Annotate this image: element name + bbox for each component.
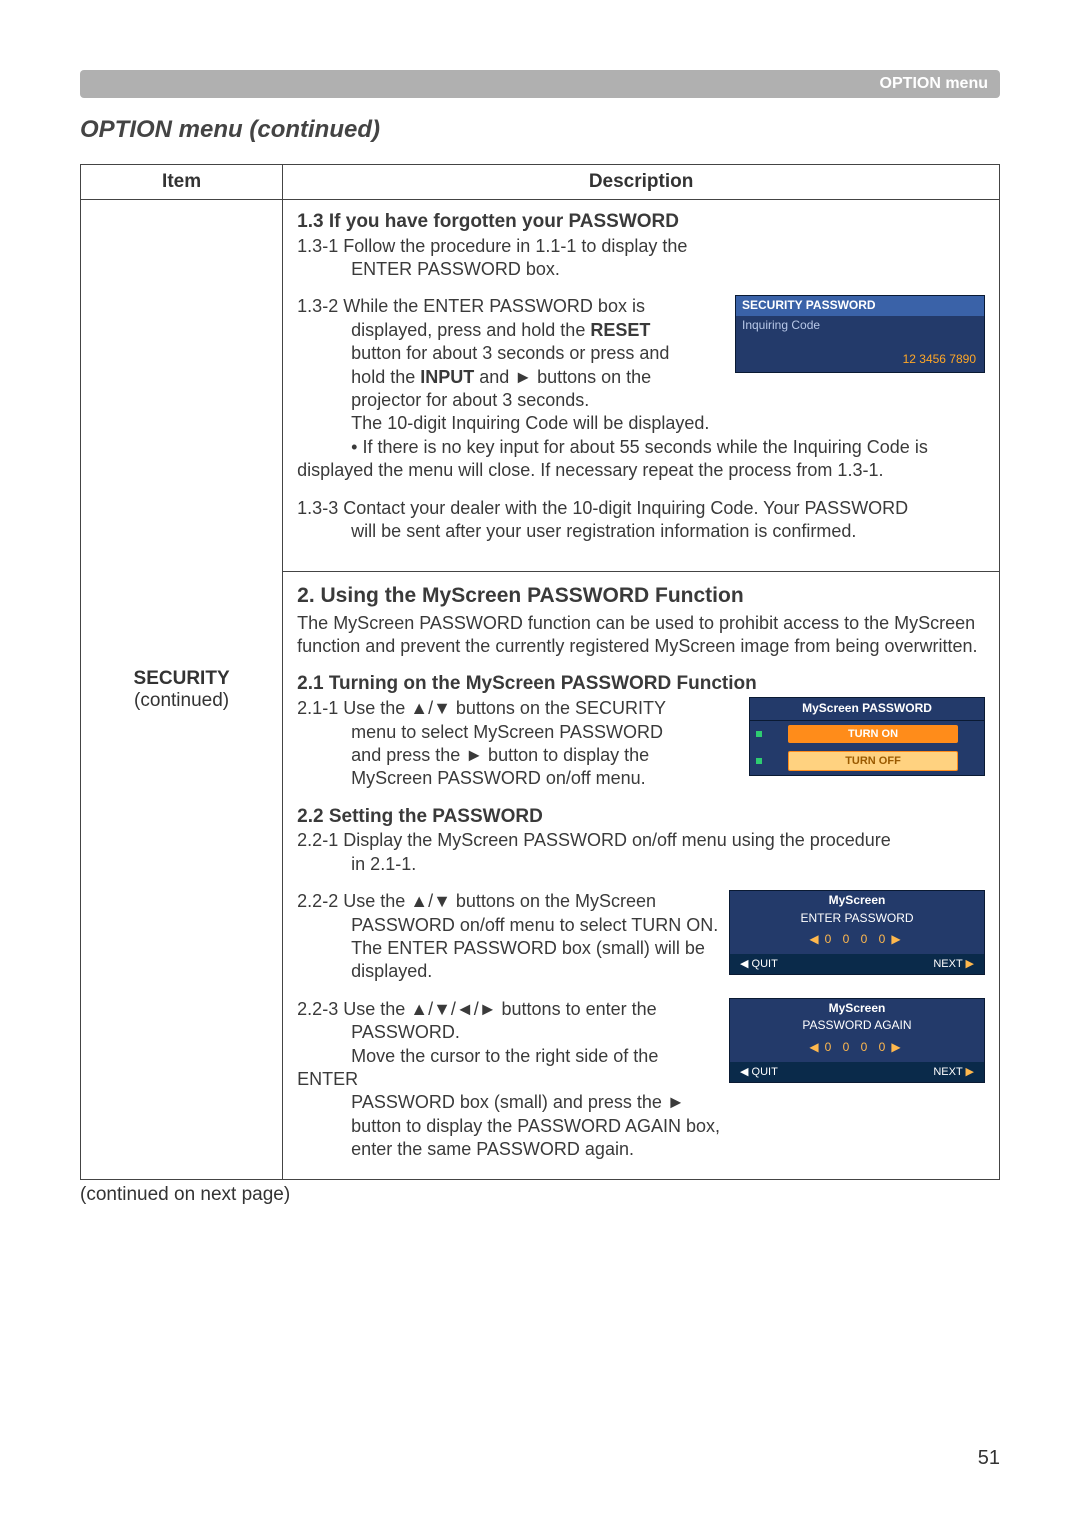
next-label: NEXT (933, 957, 974, 971)
ui-l1: MyScreen (730, 891, 984, 911)
ui-body: 12 3456 7890 (736, 336, 984, 372)
ui-digits: ◀0 0 0 0▶ (730, 930, 984, 954)
ui-l2: ENTER PASSWORD (730, 911, 984, 931)
num: 2.2-3 (297, 999, 338, 1019)
num: 1.3-1 (297, 236, 338, 256)
ui-footer: QUIT NEXT (730, 954, 984, 974)
ui-l1: MyScreen (730, 999, 984, 1019)
num: 2.2-2 (297, 891, 338, 911)
section-title: OPTION menu (continued) (80, 116, 1000, 144)
text: Move the cursor to the right side of the… (297, 1046, 658, 1089)
continued-note: (continued on next page) (80, 1184, 1000, 1206)
turn-on-option: TURN ON (788, 725, 958, 743)
text: Use the ▲/▼ buttons on the MyScreen (343, 891, 656, 911)
s13-p3: 1.3-3 Contact your dealer with the 10-di… (297, 497, 985, 544)
ui-title: MyScreen PASSWORD (750, 698, 984, 721)
manual-page: OPTION menu OPTION menu (continued) Item… (0, 0, 1080, 1526)
s22-title: 2.2 Setting the PASSWORD (297, 805, 985, 830)
desc-cell-2: 2. Using the MyScreen PASSWORD Function … (283, 572, 1000, 1180)
ui-inquiring-code: 12 3456 7890 (903, 352, 976, 368)
s2-intro: The MyScreen PASSWORD function can be us… (297, 612, 985, 659)
ui-row-off: TURN OFF (750, 747, 984, 775)
text: While the ENTER PASSWORD box is (343, 296, 645, 316)
ui-enter-password-box: MyScreen ENTER PASSWORD ◀0 0 0 0▶ QUIT NE… (729, 890, 985, 975)
text: PASSWORD box (small) and press the ► (297, 1092, 685, 1112)
ui-footer: QUIT NEXT (730, 1062, 984, 1082)
desc-cell-1: 1.3 If you have forgotten your PASSWORD … (283, 200, 1000, 572)
page-number: 51 (978, 1447, 1000, 1470)
text: button to display the PASSWORD AGAIN box… (297, 1116, 720, 1136)
s22-p1: 2.2-1 Display the MyScreen PASSWORD on/o… (297, 829, 985, 876)
right-tri-icon: ▶ (889, 1040, 906, 1054)
text: button for about 3 seconds or press and (297, 343, 669, 363)
ui-row-on: TURN ON (750, 721, 984, 747)
text: PASSWORD. (297, 1022, 460, 1042)
text: The 10-digit Inquiring Code will be disp… (297, 413, 709, 433)
text: ENTER PASSWORD box. (297, 259, 560, 279)
text: Use the ▲/▼/◄/► buttons to enter the (343, 999, 656, 1019)
bullet: • If there is no key input for about 55 … (297, 437, 928, 480)
num: 1.3-2 (297, 296, 338, 316)
text: displayed. (297, 961, 432, 981)
text: The ENTER PASSWORD box (small) will be (297, 938, 705, 958)
ui-security-password-box: SECURITY PASSWORD Inquiring Code 12 3456… (735, 295, 985, 372)
ui-digits: ◀0 0 0 0▶ (730, 1038, 984, 1062)
text: hold the INPUT and ► buttons on the (297, 367, 651, 387)
text: enter the same PASSWORD again. (297, 1139, 634, 1159)
ui-subtitle: Inquiring Code (736, 316, 984, 336)
s21-title: 2.1 Turning on the MyScreen PASSWORD Fun… (297, 672, 985, 697)
header-bar: OPTION menu (80, 70, 1000, 98)
item-cell-security: SECURITY (continued) (81, 200, 283, 1180)
ui-l2: PASSWORD AGAIN (730, 1018, 984, 1038)
text: Display the MyScreen PASSWORD on/off men… (343, 830, 891, 850)
ui-title: SECURITY PASSWORD (736, 296, 984, 316)
text: projector for about 3 seconds. (297, 390, 589, 410)
num: 2.1-1 (297, 698, 338, 718)
ui-password-again-box: MyScreen PASSWORD AGAIN ◀0 0 0 0▶ QUIT NE… (729, 998, 985, 1083)
quit-label: QUIT (740, 957, 778, 971)
dot-icon (756, 731, 762, 737)
text: will be sent after your user registratio… (297, 521, 856, 541)
text: in 2.1-1. (297, 854, 416, 874)
next-label: NEXT (933, 1065, 974, 1079)
header-bar-label: OPTION menu (880, 70, 988, 98)
text: Use the ▲/▼ buttons on the SECURITY (343, 698, 666, 718)
main-table: Item Description SECURITY (continued) 1.… (80, 164, 1000, 1180)
col-header-desc: Description (283, 165, 1000, 200)
col-header-item: Item (81, 165, 283, 200)
text: displayed, press and hold the RESET (297, 320, 650, 340)
left-tri-icon: ◀ (807, 1040, 824, 1054)
item-label-main: SECURITY (81, 668, 282, 690)
s13-p1: 1.3-1 Follow the procedure in 1.1-1 to d… (297, 235, 985, 282)
item-label-sub: (continued) (134, 690, 229, 711)
text: and press the ► button to display the (297, 745, 649, 765)
ui-myscreen-menu: MyScreen PASSWORD TURN ON TURN OFF (749, 697, 985, 776)
left-tri-icon: ◀ (807, 932, 824, 946)
right-tri-icon: ▶ (889, 932, 906, 946)
turn-off-option: TURN OFF (788, 751, 958, 771)
num: 1.3-3 (297, 498, 338, 518)
num: 2.2-1 (297, 830, 338, 850)
dot-icon (756, 758, 762, 764)
text: Follow the procedure in 1.1-1 to display… (343, 236, 687, 256)
text: Contact your dealer with the 10-digit In… (343, 498, 908, 518)
text: MyScreen PASSWORD on/off menu. (297, 768, 645, 788)
text: PASSWORD on/off menu to select TURN ON. (297, 915, 718, 935)
text: menu to select MyScreen PASSWORD (297, 722, 663, 742)
s13-title: 1.3 If you have forgotten your PASSWORD (297, 210, 985, 235)
s2-title: 2. Using the MyScreen PASSWORD Function (297, 582, 985, 609)
quit-label: QUIT (740, 1065, 778, 1079)
